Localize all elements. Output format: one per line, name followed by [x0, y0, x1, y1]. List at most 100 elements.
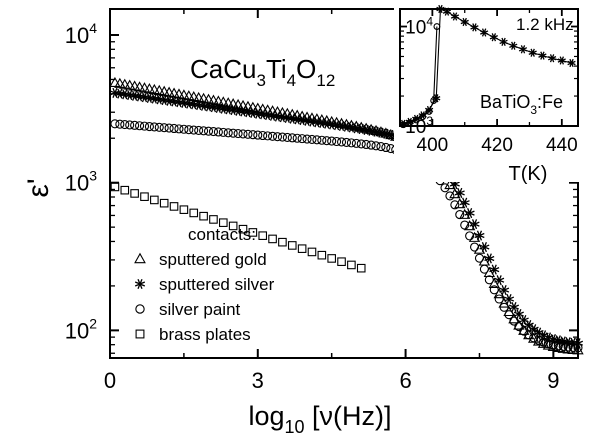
- legend-marker-asterisk: [134, 278, 146, 290]
- inset-data-point: [399, 119, 408, 129]
- data-point: [366, 125, 377, 136]
- data-point: [563, 342, 573, 352]
- inset-x-tick-label-440: 440: [546, 135, 578, 156]
- data-point: [115, 119, 125, 129]
- data-point: [474, 230, 485, 241]
- inset-data-point: [405, 117, 414, 127]
- data-point: [159, 123, 169, 133]
- data-point: [144, 92, 155, 103]
- data-point: [188, 90, 200, 102]
- inset-data-point: [509, 41, 518, 50]
- data-point: [499, 302, 509, 312]
- data-point: [199, 211, 208, 221]
- inset-data-point: [424, 105, 434, 115]
- data-point: [154, 94, 165, 105]
- legend-title: contacts:: [188, 225, 256, 244]
- data-point: [188, 99, 199, 110]
- data-point: [307, 247, 317, 257]
- data-point: [341, 121, 352, 132]
- data-point: [292, 133, 302, 143]
- data-point: [469, 242, 480, 252]
- data-point: [197, 92, 210, 103]
- data-point: [198, 100, 209, 111]
- data-point: [223, 104, 234, 115]
- inset-data-point: [418, 111, 427, 120]
- data-point: [558, 341, 568, 352]
- legend-entry-brass: brass plates: [159, 325, 251, 344]
- data-point: [199, 126, 209, 136]
- compound-label: CaCu3Ti4O12: [190, 54, 335, 90]
- data-point: [169, 123, 179, 134]
- data-point: [148, 83, 161, 95]
- data-point: [494, 294, 504, 304]
- data-point: [455, 210, 465, 220]
- data-point: [337, 257, 346, 266]
- data-point: [159, 198, 169, 208]
- inset-data-point: [432, 94, 441, 103]
- data-point: [464, 208, 475, 219]
- data-point: [134, 91, 145, 102]
- data-point: [297, 244, 307, 253]
- data-point: [228, 221, 238, 231]
- inset-x-ticks: [431, 9, 563, 126]
- data-point: [120, 185, 130, 195]
- data-point: [248, 228, 258, 237]
- data-point: [169, 202, 179, 211]
- data-point: [543, 339, 553, 349]
- data-point: [233, 105, 244, 116]
- data-point: [375, 127, 387, 138]
- data-point: [380, 128, 391, 139]
- data-point: [208, 102, 219, 113]
- x-tick-label-0: 0: [104, 368, 116, 393]
- data-point: [178, 89, 190, 100]
- data-point: [346, 122, 357, 133]
- data-point: [194, 125, 204, 135]
- data-point: [312, 135, 322, 145]
- data-point: [163, 86, 175, 97]
- data-point: [253, 130, 263, 140]
- main-x-ticks: [109, 9, 555, 358]
- data-point: [159, 95, 170, 106]
- data-point: [479, 264, 489, 274]
- data-point: [473, 243, 486, 254]
- inset-data-point: [557, 56, 566, 65]
- data-point: [140, 192, 149, 201]
- data-point: [192, 91, 205, 103]
- data-point: [168, 87, 180, 98]
- data-point: [174, 124, 184, 134]
- data-point: [547, 340, 560, 351]
- x-tick-label-9: 9: [547, 368, 559, 393]
- data-point: [242, 100, 254, 111]
- data-point: [351, 138, 361, 148]
- data-point: [124, 79, 136, 90]
- data-point: [282, 132, 292, 143]
- series-square: [110, 182, 366, 273]
- inset-x-tick-labels: 400 420 440: [417, 135, 578, 156]
- data-point: [248, 130, 258, 140]
- data-point: [158, 85, 170, 96]
- data-point: [336, 120, 347, 132]
- data-point: [356, 263, 366, 273]
- data-point: [479, 241, 490, 253]
- data-point: [183, 90, 195, 101]
- data-point: [203, 101, 214, 112]
- data-point: [189, 125, 199, 135]
- data-point: [370, 126, 382, 137]
- data-point: [222, 97, 234, 108]
- data-point: [139, 92, 150, 103]
- data-point: [242, 107, 253, 118]
- data-point: [228, 128, 238, 138]
- inset-data-point: [489, 33, 498, 42]
- main-y-tick-labels: 102 103 104: [65, 20, 97, 343]
- data-point: [459, 197, 470, 208]
- legend-entry-paint: silver paint: [159, 300, 241, 319]
- data-point: [573, 343, 583, 353]
- data-point: [268, 131, 278, 141]
- data-point: [109, 87, 120, 98]
- data-point: [219, 218, 228, 227]
- inset-y-tick-label-10000: 104: [405, 15, 433, 39]
- data-point: [143, 83, 156, 94]
- inset-data-point: [499, 37, 508, 47]
- inset-data-point: [436, 4, 445, 14]
- data-point: [322, 136, 332, 146]
